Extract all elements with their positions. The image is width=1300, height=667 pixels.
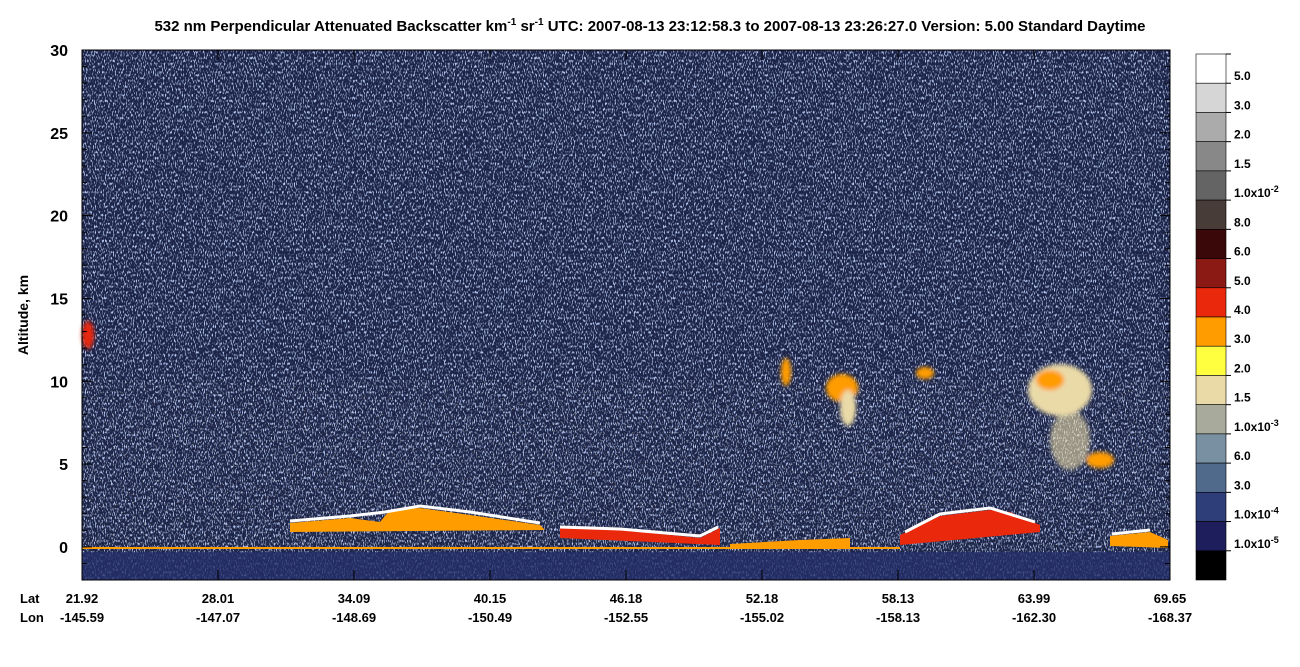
colorbar-label-text: 1.5 [1234, 391, 1251, 405]
y-tick-label: 10 [50, 374, 68, 391]
colorbar-label: 1.0x10-3 [1234, 418, 1279, 434]
title-text: sr [516, 18, 535, 35]
colorbar-label-text: 1.0x10 [1234, 420, 1271, 434]
x-tick-label: 40.15 [474, 591, 507, 606]
colorbar-label-superscript: -5 [1271, 535, 1279, 545]
colorbar-label-superscript: -4 [1271, 506, 1279, 516]
x-row-name: Lat [20, 591, 40, 606]
colorbar-label-text: 1.5 [1234, 157, 1251, 171]
low-clouds [82, 504, 1168, 549]
colorbar-label-text: 1.0x10 [1234, 537, 1271, 551]
colorbar-swatch [1195, 521, 1227, 552]
colorbar-label: 1.0x10-2 [1234, 184, 1279, 200]
colorbar-label-text: 2.0 [1234, 361, 1251, 375]
colorbar-swatch [1195, 375, 1227, 405]
colorbar-swatch [1195, 345, 1227, 376]
colorbar-label-text: 5.0 [1234, 69, 1251, 83]
colorbar-label: 2.0 [1234, 361, 1251, 375]
x-tick-label: -158.13 [876, 610, 920, 625]
colorbar-label: 6.0 [1234, 449, 1251, 463]
colorbar-swatch [1195, 550, 1227, 581]
colorbar-label: 4.0 [1234, 303, 1251, 317]
colorbar-label-text: 6.0 [1234, 449, 1251, 463]
colorbar-swatch [1195, 112, 1227, 142]
colorbar-label: 3.0 [1234, 478, 1251, 492]
x-tick-label: 63.99 [1018, 591, 1051, 606]
x-tick-label: 46.18 [610, 591, 643, 606]
y-tick-label: 20 [50, 209, 68, 226]
title-superscript: -1 [535, 17, 544, 28]
colorbar-swatch [1195, 82, 1227, 113]
colorbar-label: 1.0x10-4 [1234, 506, 1279, 522]
x-tick-label: -162.30 [1012, 610, 1056, 625]
x-tick-label: 69.65 [1154, 591, 1187, 606]
colorbar-label-text: 2.0 [1234, 128, 1251, 142]
colorbar-swatch [1195, 492, 1227, 522]
y-tick-label: 5 [59, 457, 68, 474]
colorbar-label: 5.0 [1234, 69, 1251, 83]
x-tick-label: -145.59 [60, 610, 104, 625]
x-tick-label: 58.13 [882, 591, 915, 606]
x-tick-label: -148.69 [332, 610, 376, 625]
colorbar-label-superscript: -3 [1271, 418, 1279, 428]
x-tick-label: 28.01 [202, 591, 235, 606]
colorbar-label-text: 8.0 [1234, 215, 1251, 229]
x-tick-label: -152.55 [604, 610, 648, 625]
colorbar-label: 6.0 [1234, 245, 1251, 259]
colorbar-label-text: 3.0 [1234, 98, 1251, 112]
x-tick-label: 52.18 [746, 591, 779, 606]
colorbar-label: 1.5 [1234, 157, 1251, 171]
cloud-features [82, 321, 1114, 470]
colorbar-label-text: 5.0 [1234, 274, 1251, 288]
colorbar-label: 2.0 [1234, 128, 1251, 142]
x-tick-label: -168.37 [1148, 610, 1192, 625]
colorbar-label: 8.0 [1234, 215, 1251, 229]
colorbar-swatch [1195, 229, 1227, 259]
colorbar-label-text: 6.0 [1234, 245, 1251, 259]
colorbar-label-superscript: -2 [1271, 184, 1279, 194]
x-row-name: Lon [20, 610, 44, 625]
colorbar-label: 1.0x10-5 [1234, 535, 1279, 551]
y-tick-label: 15 [50, 291, 68, 308]
colorbar-swatch [1195, 462, 1227, 493]
plot-image [82, 50, 1170, 580]
colorbar-swatch [1195, 287, 1227, 318]
colorbar-label: 1.5 [1234, 391, 1251, 405]
x-tick-label: -155.02 [740, 610, 784, 625]
colorbar-label: 3.0 [1234, 98, 1251, 112]
x-tick-label: 34.09 [338, 591, 371, 606]
title-superscript: -1 [507, 17, 516, 28]
colorbar-swatch [1195, 141, 1227, 172]
x-tick-label: -147.07 [196, 610, 240, 625]
colorbar-swatch [1195, 433, 1227, 464]
colorbar-label-text: 1.0x10 [1234, 186, 1271, 200]
colorbar-label-text: 3.0 [1234, 332, 1251, 346]
colorbar-swatch [1195, 199, 1227, 230]
colorbar-swatch [1195, 316, 1227, 347]
colorbar-label-text: 3.0 [1234, 478, 1251, 492]
x-tick-label: 21.92 [66, 591, 99, 606]
colorbar-swatch [1195, 258, 1227, 289]
title-text: UTC: 2007-08-13 23:12:58.3 to 2007-08-13… [544, 18, 1146, 35]
colorbar-label-text: 1.0x10 [1234, 508, 1271, 522]
colorbar-label: 3.0 [1234, 332, 1251, 346]
colorbar-swatch [1195, 404, 1227, 435]
y-tick-label: 25 [50, 126, 68, 143]
title-text: 532 nm Perpendicular Attenuated Backscat… [154, 18, 507, 35]
x-tick-label: -150.49 [468, 610, 512, 625]
colorbar-label-text: 4.0 [1234, 303, 1251, 317]
colorbar-swatch [1195, 53, 1227, 84]
y-tick-label: 0 [59, 540, 68, 557]
chart-title: 532 nm Perpendicular Attenuated Backscat… [154, 17, 1145, 35]
colorbar-label: 5.0 [1234, 274, 1251, 288]
colorbar-swatch [1195, 170, 1227, 201]
y-tick-label: 30 [50, 43, 68, 60]
y-axis-label: Altitude, km [15, 275, 31, 355]
